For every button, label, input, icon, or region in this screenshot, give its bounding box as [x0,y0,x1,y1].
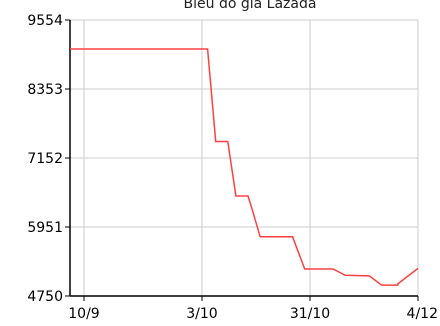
x-tick-label: 31/10 [290,306,330,322]
y-tick-label: 9554 [27,13,63,29]
y-tick-label: 8353 [27,82,63,98]
y-tick-label: 7152 [27,151,63,167]
chart-title: Biểu đồ giá Lazada [184,0,317,12]
price-series-line [70,48,419,286]
grid-lines [70,19,419,297]
y-tick-labels: 9554 8353 7152 5951 4750 [27,13,63,305]
x-tick-label: 10/9 [68,306,99,322]
x-tick-label: 3/10 [186,306,217,322]
x-tick-label: 4/12 [407,306,438,322]
x-tick-labels: 10/9 3/10 31/10 4/12 [68,306,438,322]
axes [65,19,419,301]
y-tick-label: 4750 [27,289,63,305]
y-tick-label: 5951 [27,220,63,236]
